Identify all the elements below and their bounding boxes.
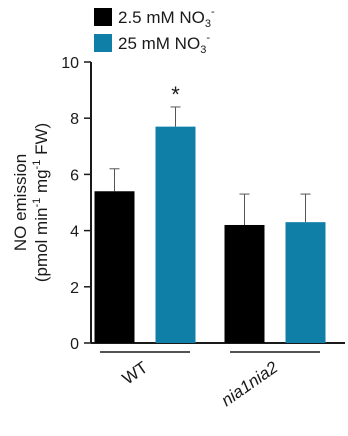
legend-label-series-2: 25 mM NO3-	[118, 32, 210, 56]
bar-WT-series-1	[94, 191, 135, 343]
bar-nia1nia2-series-1	[224, 224, 265, 343]
bar-nia1nia2-series-2	[285, 222, 326, 343]
y-tick-label-10: 10	[61, 55, 79, 72]
legend-swatch-series-2	[94, 34, 112, 52]
legend-text: 25 mM NO	[118, 34, 200, 53]
y-tick-label-0: 0	[70, 336, 79, 353]
y-axis-title-superscript: -1	[31, 198, 43, 208]
y-tick-label-2: 2	[70, 280, 79, 297]
y-axis-title-text: mg	[32, 169, 51, 197]
category-label-nia1nia2: nia1nia2	[218, 357, 282, 410]
legend-superscript: -	[206, 32, 210, 44]
y-axis-title: NO emission (pmol min-1 mg-1 FW)	[11, 123, 51, 282]
plot-area: 0 2 4 6 8 10 * WT nia1nia2	[61, 55, 345, 410]
y-axis-title-line1: NO emission	[11, 154, 30, 251]
y-axis-title-text: (pmol min	[32, 208, 51, 283]
legend-subscript: 3	[205, 18, 211, 30]
legend: 2.5 mM NO3-25 mM NO3-	[94, 6, 215, 56]
y-axis-title-superscript: -1	[31, 160, 43, 170]
y-tick-label-8: 8	[70, 111, 79, 128]
y-tick-label-4: 4	[70, 224, 79, 241]
legend-label-series-1: 2.5 mM NO3-	[118, 6, 215, 30]
y-axis-title-text: FW)	[32, 123, 51, 160]
significance-marker: *	[171, 82, 180, 107]
legend-text: 2.5 mM NO	[118, 8, 205, 27]
legend-superscript: -	[211, 6, 215, 18]
y-tick-label-6: 6	[70, 167, 79, 184]
legend-subscript: 3	[200, 44, 206, 56]
y-axis-title-line2: (pmol min-1 mg-1 FW)	[31, 123, 51, 282]
category-label-WT: WT	[119, 358, 152, 389]
bar-WT-series-2	[155, 126, 196, 343]
legend-swatch-series-1	[94, 8, 112, 26]
